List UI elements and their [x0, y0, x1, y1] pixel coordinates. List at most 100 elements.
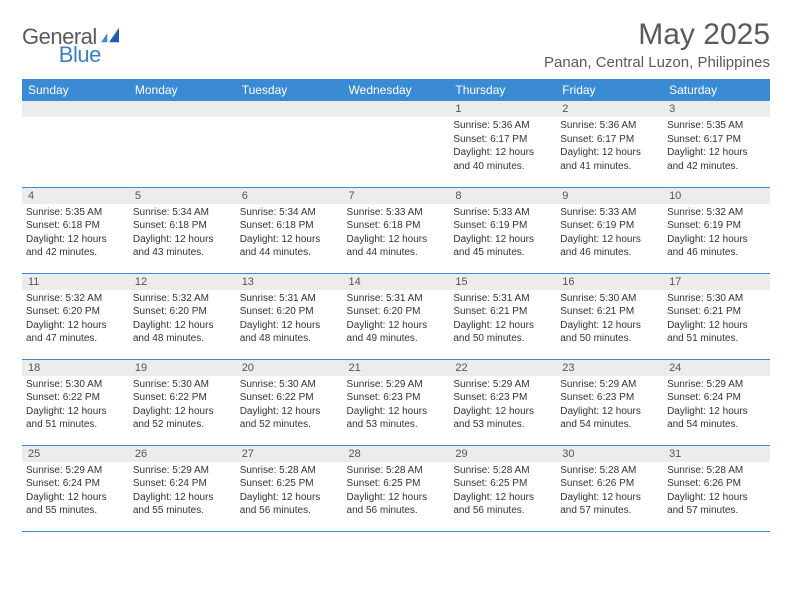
sunset-text: Sunset: 6:18 PM	[347, 219, 446, 233]
location-label: Panan, Central Luzon, Philippines	[544, 54, 770, 71]
sunset-text: Sunset: 6:17 PM	[560, 133, 659, 147]
sunrise-text: Sunrise: 5:29 AM	[667, 378, 766, 392]
sunset-text: Sunset: 6:19 PM	[667, 219, 766, 233]
daylight-text: Daylight: 12 hours and 52 minutes.	[133, 405, 232, 432]
daylight-text: Daylight: 12 hours and 44 minutes.	[240, 233, 339, 260]
calendar-day-cell: 2Sunrise: 5:36 AMSunset: 6:17 PMDaylight…	[556, 101, 663, 187]
daylight-text: Daylight: 12 hours and 49 minutes.	[347, 319, 446, 346]
day-content: Sunrise: 5:28 AMSunset: 6:25 PMDaylight:…	[343, 462, 450, 522]
sunrise-text: Sunrise: 5:29 AM	[347, 378, 446, 392]
sunrise-text: Sunrise: 5:28 AM	[560, 464, 659, 478]
day-content: Sunrise: 5:32 AMSunset: 6:20 PMDaylight:…	[22, 290, 129, 350]
sunrise-text: Sunrise: 5:32 AM	[26, 292, 125, 306]
sunset-text: Sunset: 6:23 PM	[560, 391, 659, 405]
day-number: 13	[236, 274, 343, 290]
sunrise-text: Sunrise: 5:31 AM	[347, 292, 446, 306]
day-content	[343, 117, 450, 177]
sunset-text: Sunset: 6:20 PM	[133, 305, 232, 319]
day-content: Sunrise: 5:35 AMSunset: 6:18 PMDaylight:…	[22, 204, 129, 264]
sunrise-text: Sunrise: 5:30 AM	[133, 378, 232, 392]
calendar-day-cell: 7Sunrise: 5:33 AMSunset: 6:18 PMDaylight…	[343, 187, 450, 273]
calendar-day-cell: 25Sunrise: 5:29 AMSunset: 6:24 PMDayligh…	[22, 445, 129, 531]
day-content: Sunrise: 5:29 AMSunset: 6:24 PMDaylight:…	[22, 462, 129, 522]
day-number: 2	[556, 101, 663, 117]
calendar-day-cell: 23Sunrise: 5:29 AMSunset: 6:23 PMDayligh…	[556, 359, 663, 445]
calendar-week-row: 25Sunrise: 5:29 AMSunset: 6:24 PMDayligh…	[22, 445, 770, 531]
sunrise-text: Sunrise: 5:29 AM	[133, 464, 232, 478]
daylight-text: Daylight: 12 hours and 44 minutes.	[347, 233, 446, 260]
calendar-day-cell: 19Sunrise: 5:30 AMSunset: 6:22 PMDayligh…	[129, 359, 236, 445]
day-number: 24	[663, 360, 770, 376]
sunset-text: Sunset: 6:22 PM	[133, 391, 232, 405]
calendar-day-cell: 10Sunrise: 5:32 AMSunset: 6:19 PMDayligh…	[663, 187, 770, 273]
day-content: Sunrise: 5:30 AMSunset: 6:22 PMDaylight:…	[236, 376, 343, 436]
title-block: May 2025 Panan, Central Luzon, Philippin…	[544, 18, 770, 71]
day-number: 3	[663, 101, 770, 117]
sunrise-text: Sunrise: 5:28 AM	[240, 464, 339, 478]
weekday-header: Thursday	[449, 79, 556, 101]
daylight-text: Daylight: 12 hours and 42 minutes.	[667, 146, 766, 173]
daylight-text: Daylight: 12 hours and 55 minutes.	[26, 491, 125, 518]
day-content: Sunrise: 5:32 AMSunset: 6:20 PMDaylight:…	[129, 290, 236, 350]
day-content: Sunrise: 5:32 AMSunset: 6:19 PMDaylight:…	[663, 204, 770, 264]
daylight-text: Daylight: 12 hours and 43 minutes.	[133, 233, 232, 260]
day-content: Sunrise: 5:36 AMSunset: 6:17 PMDaylight:…	[556, 117, 663, 177]
daylight-text: Daylight: 12 hours and 50 minutes.	[453, 319, 552, 346]
sunset-text: Sunset: 6:26 PM	[560, 477, 659, 491]
sunset-text: Sunset: 6:18 PM	[26, 219, 125, 233]
sunset-text: Sunset: 6:24 PM	[26, 477, 125, 491]
day-number: 17	[663, 274, 770, 290]
day-number: 25	[22, 446, 129, 462]
day-content: Sunrise: 5:28 AMSunset: 6:25 PMDaylight:…	[236, 462, 343, 522]
sunrise-text: Sunrise: 5:35 AM	[667, 119, 766, 133]
calendar-day-cell: 30Sunrise: 5:28 AMSunset: 6:26 PMDayligh…	[556, 445, 663, 531]
month-title: May 2025	[544, 18, 770, 52]
daylight-text: Daylight: 12 hours and 53 minutes.	[347, 405, 446, 432]
sunrise-text: Sunrise: 5:32 AM	[667, 206, 766, 220]
sunset-text: Sunset: 6:23 PM	[453, 391, 552, 405]
daylight-text: Daylight: 12 hours and 42 minutes.	[26, 233, 125, 260]
sunrise-text: Sunrise: 5:34 AM	[240, 206, 339, 220]
daylight-text: Daylight: 12 hours and 56 minutes.	[347, 491, 446, 518]
day-number: 12	[129, 274, 236, 290]
sunrise-text: Sunrise: 5:29 AM	[560, 378, 659, 392]
sunset-text: Sunset: 6:22 PM	[240, 391, 339, 405]
weekday-header: Friday	[556, 79, 663, 101]
calendar-day-cell: 3Sunrise: 5:35 AMSunset: 6:17 PMDaylight…	[663, 101, 770, 187]
sunset-text: Sunset: 6:20 PM	[347, 305, 446, 319]
sunrise-text: Sunrise: 5:33 AM	[560, 206, 659, 220]
sunset-text: Sunset: 6:21 PM	[453, 305, 552, 319]
day-number: 11	[22, 274, 129, 290]
sunrise-text: Sunrise: 5:31 AM	[453, 292, 552, 306]
calendar-day-cell: 29Sunrise: 5:28 AMSunset: 6:25 PMDayligh…	[449, 445, 556, 531]
calendar-day-cell	[129, 101, 236, 187]
day-number	[22, 101, 129, 117]
daylight-text: Daylight: 12 hours and 56 minutes.	[240, 491, 339, 518]
daylight-text: Daylight: 12 hours and 56 minutes.	[453, 491, 552, 518]
sunrise-text: Sunrise: 5:28 AM	[667, 464, 766, 478]
calendar-day-cell: 16Sunrise: 5:30 AMSunset: 6:21 PMDayligh…	[556, 273, 663, 359]
day-number: 6	[236, 188, 343, 204]
sunset-text: Sunset: 6:18 PM	[133, 219, 232, 233]
sunrise-text: Sunrise: 5:35 AM	[26, 206, 125, 220]
day-content: Sunrise: 5:30 AMSunset: 6:22 PMDaylight:…	[129, 376, 236, 436]
sunrise-text: Sunrise: 5:30 AM	[560, 292, 659, 306]
day-content: Sunrise: 5:30 AMSunset: 6:22 PMDaylight:…	[22, 376, 129, 436]
sunset-text: Sunset: 6:19 PM	[560, 219, 659, 233]
daylight-text: Daylight: 12 hours and 46 minutes.	[667, 233, 766, 260]
daylight-text: Daylight: 12 hours and 51 minutes.	[26, 405, 125, 432]
sunrise-text: Sunrise: 5:33 AM	[453, 206, 552, 220]
calendar-day-cell: 26Sunrise: 5:29 AMSunset: 6:24 PMDayligh…	[129, 445, 236, 531]
sunrise-text: Sunrise: 5:30 AM	[26, 378, 125, 392]
sunset-text: Sunset: 6:25 PM	[347, 477, 446, 491]
day-content: Sunrise: 5:30 AMSunset: 6:21 PMDaylight:…	[556, 290, 663, 350]
day-content: Sunrise: 5:30 AMSunset: 6:21 PMDaylight:…	[663, 290, 770, 350]
day-number: 14	[343, 274, 450, 290]
sunset-text: Sunset: 6:21 PM	[667, 305, 766, 319]
daylight-text: Daylight: 12 hours and 54 minutes.	[667, 405, 766, 432]
day-number: 31	[663, 446, 770, 462]
daylight-text: Daylight: 12 hours and 45 minutes.	[453, 233, 552, 260]
sunset-text: Sunset: 6:17 PM	[453, 133, 552, 147]
day-number: 22	[449, 360, 556, 376]
day-content: Sunrise: 5:28 AMSunset: 6:25 PMDaylight:…	[449, 462, 556, 522]
